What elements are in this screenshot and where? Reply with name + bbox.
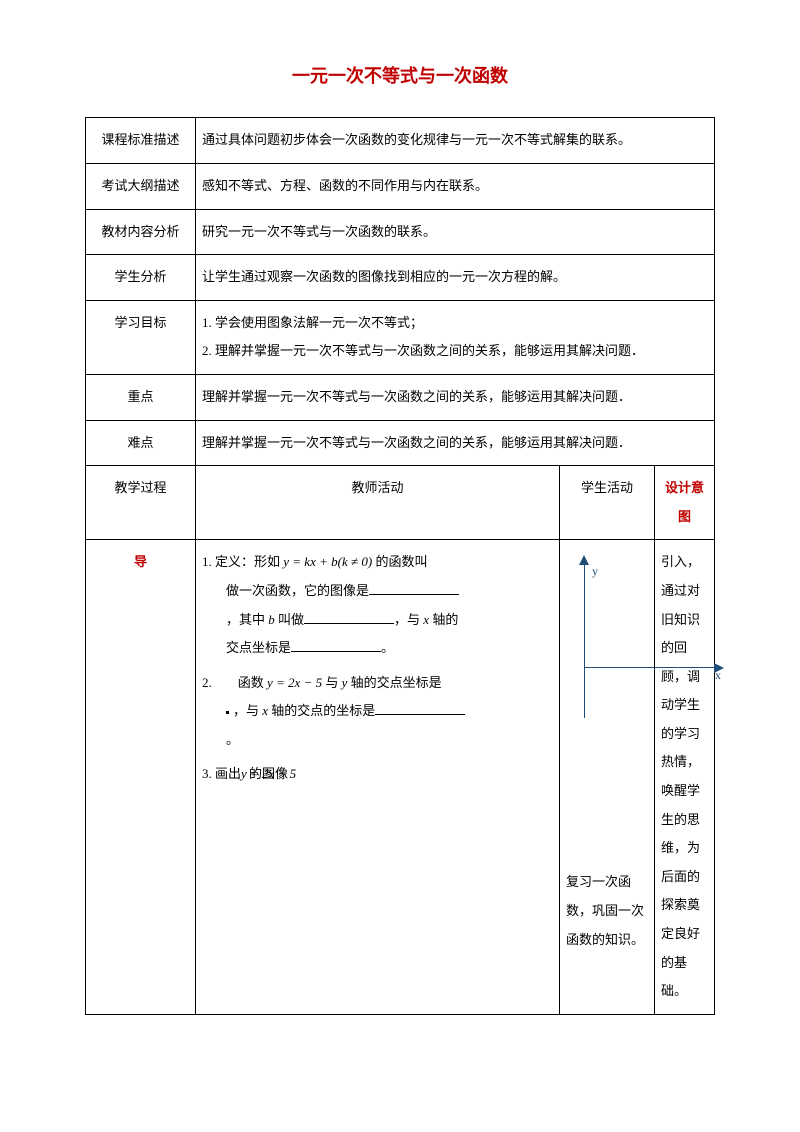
phase-label: 导 xyxy=(86,540,196,1015)
table-row: 难点 理解并掌握一元一次不等式与一次函数之间的关系，能够运用其解决问题． xyxy=(86,420,715,466)
definition-line: ，其中 b 叫做，与 x 轴的 xyxy=(202,606,553,635)
draw-item: 3. 画出y = 2x − 5的图像 xyxy=(202,760,553,789)
objective-line1: 1. 学会使用图象法解一元一次不等式； xyxy=(202,315,423,330)
row-content: 理解并掌握一元一次不等式与一次函数之间的关系，能够运用其解决问题． xyxy=(196,374,715,420)
row-label: 重点 xyxy=(86,374,196,420)
formula: y = 2x − 5 xyxy=(241,766,296,781)
text: 轴的 xyxy=(429,612,458,627)
row-content: 通过具体问题初步体会一次函数的变化规律与一元一次不等式解集的联系。 xyxy=(196,118,715,164)
text: 2. 函数 xyxy=(202,675,267,690)
exercise-item: 2. 函数 y = 2x − 5 与 y 轴的交点坐标是 xyxy=(202,669,553,698)
row-label: 教材内容分析 xyxy=(86,209,196,255)
fill-blank xyxy=(304,611,394,624)
definition-line: 交点坐标是 。 xyxy=(202,634,553,663)
row-content: 1. 学会使用图象法解一元一次不等式； 2. 理解并掌握一元一次不等式与一次函数… xyxy=(196,300,715,374)
table-row-activity: 导 1. 定义：形如 y = kx + b(k ≠ 0) 的函数叫 做一次函数，… xyxy=(86,540,715,1015)
text: 交点坐标是 xyxy=(226,640,291,655)
fill-blank xyxy=(369,582,459,595)
text: 叫做 xyxy=(275,612,304,627)
table-row: 学习目标 1. 学会使用图象法解一元一次不等式； 2. 理解并掌握一元一次不等式… xyxy=(86,300,715,374)
text: ，其中 xyxy=(226,612,268,627)
text: 1. 定义：形如 xyxy=(202,554,283,569)
row-content: 研究一元一次不等式与一次函数的联系。 xyxy=(196,209,715,255)
table-row: 重点 理解并掌握一元一次不等式与一次函数之间的关系，能够运用其解决问题． xyxy=(86,374,715,420)
exercise-line: ，与 x 轴的交点的坐标是 xyxy=(202,697,553,726)
row-content: 让学生通过观察一次函数的图像找到相应的一元一次方程的解。 xyxy=(196,255,715,301)
student-activity-text: 复习一次函数，巩固一次函数的知识。 xyxy=(566,868,648,954)
row-label: 难点 xyxy=(86,420,196,466)
coordinate-axes: y x xyxy=(566,558,676,738)
table-row: 教材内容分析 研究一元一次不等式与一次函数的联系。 xyxy=(86,209,715,255)
table-row-header: 教学过程 教师活动 学生活动 设计意图 xyxy=(86,466,715,540)
lesson-plan-table: 课程标准描述 通过具体问题初步体会一次函数的变化规律与一元一次不等式解集的联系。… xyxy=(85,117,715,1014)
fill-blank xyxy=(291,639,381,652)
definition-line: 做一次函数，它的图像是 xyxy=(202,577,553,606)
text: 的函数叫 xyxy=(372,554,427,569)
row-content: 理解并掌握一元一次不等式与一次函数之间的关系，能够运用其解决问题． xyxy=(196,420,715,466)
row-content: 感知不等式、方程、函数的不同作用与内在联系。 xyxy=(196,163,715,209)
y-axis-label: y xyxy=(592,558,598,584)
text: 轴的交点的坐标是 xyxy=(268,703,375,718)
table-row: 课程标准描述 通过具体问题初步体会一次函数的变化规律与一元一次不等式解集的联系。 xyxy=(86,118,715,164)
objective-line2: 2. 理解并掌握一元一次不等式与一次函数之间的关系，能够运用其解决问题． xyxy=(202,343,644,358)
table-row: 考试大纲描述 感知不等式、方程、函数的不同作用与内在联系。 xyxy=(86,163,715,209)
row-label: 课程标准描述 xyxy=(86,118,196,164)
row-label: 学习目标 xyxy=(86,300,196,374)
table-row: 学生分析 让学生通过观察一次函数的图像找到相应的一元一次方程的解。 xyxy=(86,255,715,301)
col-header: 设计意图 xyxy=(654,466,714,540)
y-axis-arrow-icon xyxy=(579,555,589,565)
text: 。 xyxy=(381,640,394,655)
definition-item: 1. 定义：形如 y = kx + b(k ≠ 0) 的函数叫 xyxy=(202,548,553,577)
page-title: 一元一次不等式与一次函数 xyxy=(85,60,715,92)
text: 轴的交点坐标是 xyxy=(347,675,441,690)
text: 3. 画出 xyxy=(202,766,241,781)
text: 。 xyxy=(226,732,239,747)
text: 做一次函数，它的图像是 xyxy=(226,583,369,598)
row-label: 学生分析 xyxy=(86,255,196,301)
text: 与 xyxy=(322,675,342,690)
x-axis-label: x xyxy=(715,662,721,688)
text: ，与 xyxy=(394,612,423,627)
y-axis-line xyxy=(584,558,586,718)
formula: y = kx + b(k ≠ 0) xyxy=(283,554,372,569)
formula: y = 2x − 5 xyxy=(267,675,322,690)
col-header: 学生活动 xyxy=(559,466,654,540)
bullet-icon xyxy=(226,711,229,714)
exercise-line: 。 xyxy=(202,726,553,755)
col-header: 教师活动 xyxy=(196,466,560,540)
student-activity-cell: y x 复习一次函数，巩固一次函数的知识。 xyxy=(559,540,654,1015)
teacher-activity-cell: 1. 定义：形如 y = kx + b(k ≠ 0) 的函数叫 做一次函数，它的… xyxy=(196,540,560,1015)
text: ，与 xyxy=(233,703,262,718)
x-axis-line xyxy=(584,667,716,669)
col-header: 教学过程 xyxy=(86,466,196,540)
row-label: 考试大纲描述 xyxy=(86,163,196,209)
fill-blank xyxy=(375,702,465,715)
